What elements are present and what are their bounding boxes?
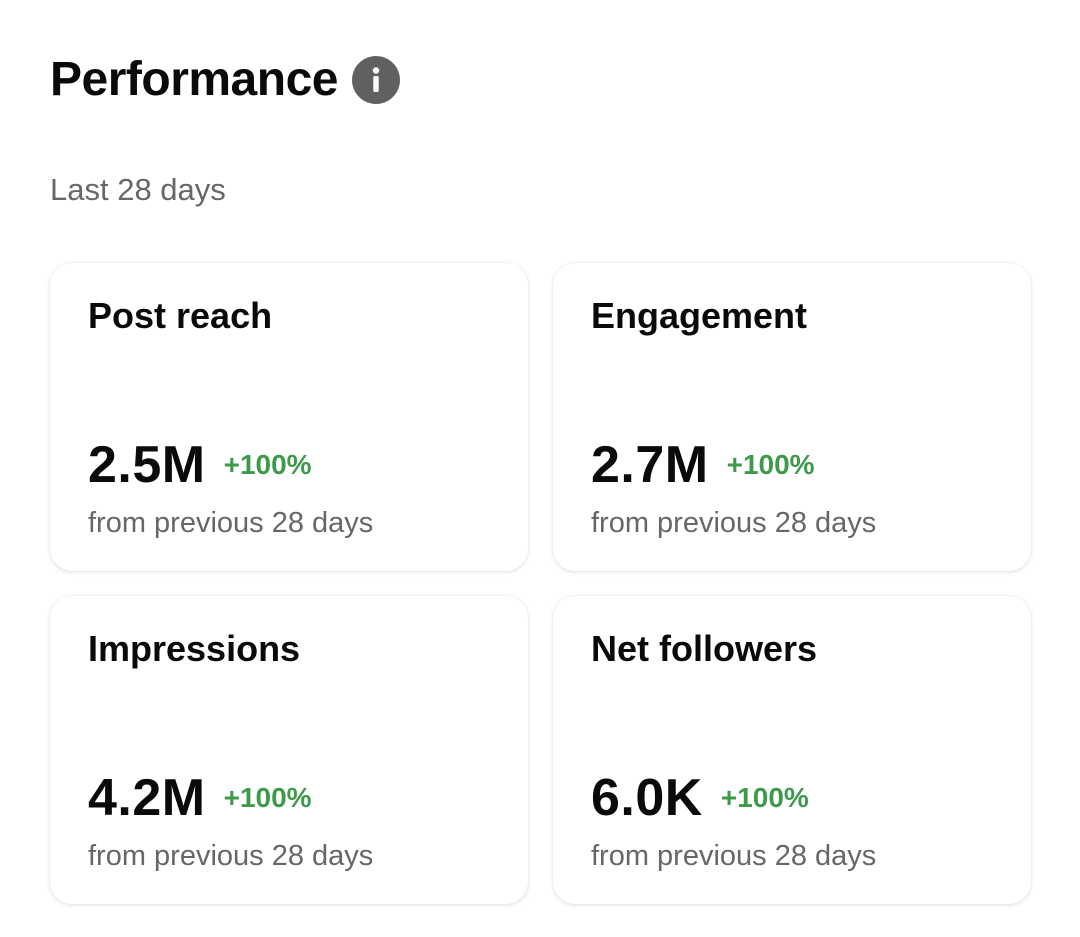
info-icon[interactable] [351,55,400,104]
metric-value-row: 4.2M +100% [88,768,312,828]
metric-title: Net followers [591,628,818,669]
metric-caption: from previous 28 days [591,840,877,872]
metric-value: 2.7M [591,436,709,494]
page-title: Performance [50,53,338,106]
performance-header: Performance [50,52,400,107]
metric-change-badge: +100% [223,782,312,813]
metric-card-engagement[interactable]: Engagement 2.7M +100% from previous 28 d… [553,263,1031,571]
date-range-label: Last 28 days [50,172,226,207]
metric-caption: from previous 28 days [591,507,877,539]
metric-value-row: 2.5M +100% [88,435,312,495]
metric-value: 6.0K [591,769,703,827]
metric-change-badge: +100% [223,449,312,480]
metric-change-badge: +100% [726,449,815,480]
metric-caption: from previous 28 days [88,507,374,539]
metric-card-post-reach[interactable]: Post reach 2.5M +100% from previous 28 d… [50,263,528,571]
metric-value-row: 6.0K +100% [591,768,809,828]
metric-title: Post reach [88,295,273,336]
metric-title: Engagement [591,295,808,336]
metric-value: 2.5M [88,436,206,494]
metric-value-row: 2.7M +100% [591,435,815,495]
metric-card-impressions[interactable]: Impressions 4.2M +100% from previous 28 … [50,596,528,904]
info-icon-glyph [372,66,380,92]
metric-title: Impressions [88,628,301,669]
metric-change-badge: +100% [720,782,809,813]
metric-card-net-followers[interactable]: Net followers 6.0K +100% from previous 2… [553,596,1031,904]
metric-caption: from previous 28 days [88,840,374,872]
metric-value: 4.2M [88,769,206,827]
